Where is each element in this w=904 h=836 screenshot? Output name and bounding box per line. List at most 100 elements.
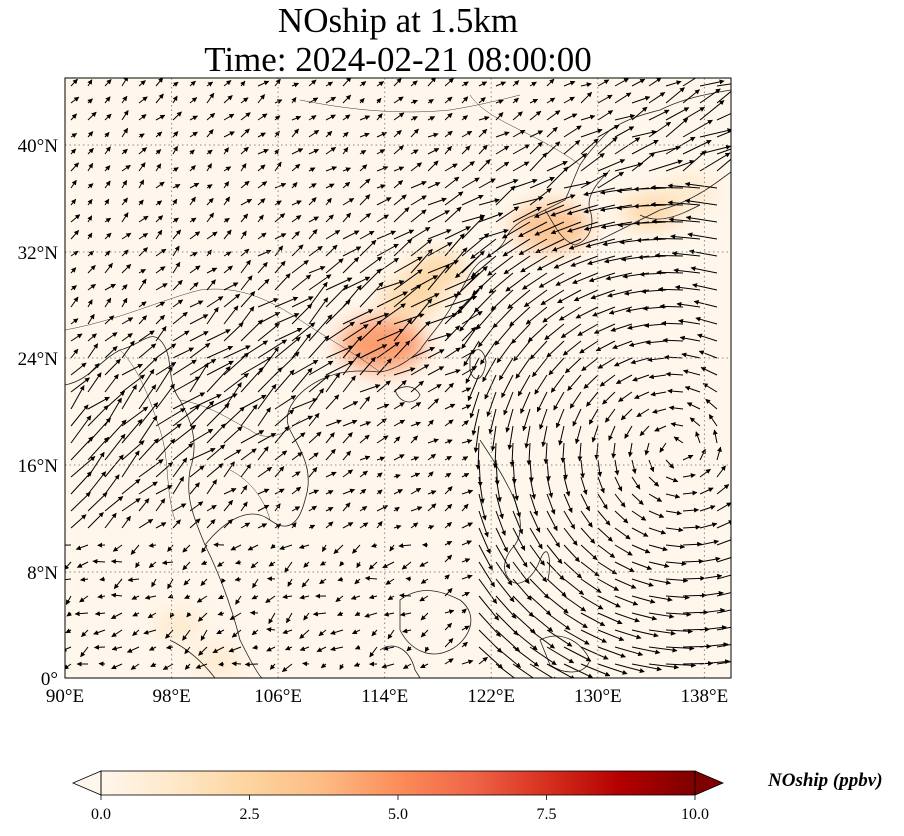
wind-arrow [342,257,360,274]
wind-arrow [155,498,166,512]
wind-arrow [495,131,510,138]
wind-arrow [257,504,270,512]
wind-arrow [274,200,282,206]
map-title: NOship at 1.5km [277,1,519,40]
wind-arrow [410,293,440,308]
lat-tick-label: 40°N [18,136,59,157]
wind-arrow [410,99,418,105]
wind-arrow [359,488,367,495]
wind-arrow [461,96,469,104]
wind-arrow [206,504,217,512]
wind-arrow [206,267,218,274]
wind-arrow [614,113,636,121]
wind-arrow [308,431,322,444]
wind-arrow [172,261,181,274]
wind-arrow [393,269,423,291]
wind-arrow [689,417,701,427]
wind-arrow [155,365,173,393]
wind-arrow [342,230,360,240]
wind-arrow [665,80,682,87]
colorbar-bar [101,771,695,795]
wind-arrow [240,213,249,223]
wind-arrow [342,147,349,155]
wind-arrow [121,212,129,223]
wind-arrow [545,459,551,482]
wind-arrow [87,98,93,104]
wind-arrow [478,128,488,138]
wind-arrow [70,78,78,87]
wind-arrow [325,471,337,478]
wind-arrow [206,112,216,121]
wind-arrow [614,493,626,508]
wind-arrow [410,195,427,206]
wind-arrow [223,196,231,206]
wind-arrow [444,176,460,189]
lat-tick-labels: 0° 8°N 16°N 24°N 32°N 40°N [18,136,59,690]
lon-tick-label: 106°E [254,686,302,707]
wind-arrow [444,276,477,291]
wind-arrow [87,162,94,172]
wind-arrow [104,315,115,325]
wind-arrow [444,130,453,138]
wind-arrow [223,373,249,393]
wind-arrow [541,425,548,448]
wind-arrow [240,198,253,206]
wind-arrow [612,340,633,350]
wind-arrow [639,425,650,437]
wind-arrow [274,245,284,257]
wind-arrow [631,78,646,87]
wind-arrow [291,182,298,189]
wind-arrow [568,238,599,250]
wind-arrow [522,408,531,432]
wind-arrow [461,284,484,308]
wind-arrow [359,149,367,155]
wind-arrow [461,81,469,87]
wind-arrow [614,137,641,155]
wind-arrow [393,402,405,410]
wind-arrow [104,262,113,274]
wind-arrow [206,81,214,87]
wind-arrow [121,179,128,189]
wind-arrow [486,391,497,417]
wind-arrow [631,129,657,138]
wind-arrow [427,229,452,240]
wind-arrow [569,391,582,409]
wind-arrow [597,357,616,369]
wind-arrow [257,249,272,257]
wind-arrow [308,79,317,87]
wind-arrow [682,106,705,121]
wind-arrow [461,161,475,172]
wind-arrow [240,306,255,325]
wind-arrow [665,371,684,377]
wind-arrow [155,181,165,189]
wind-arrow [594,442,600,461]
wind-arrow [291,471,301,478]
wind-arrow [138,330,155,342]
wind-arrow [104,198,110,206]
wind-arrow [376,230,397,240]
wind-arrow [495,179,519,189]
wind-arrow [427,160,439,172]
wind-arrow [376,489,383,495]
wind-arrow [469,391,480,419]
wind-arrow [70,456,96,478]
wind-arrow [206,463,224,478]
wind-arrow [342,309,374,325]
wind-arrow [611,442,617,459]
wind-arrow [189,282,199,291]
wind-arrow [291,398,318,410]
wind-arrow [257,113,268,121]
wind-arrow [478,144,488,155]
wind-arrow [359,256,383,274]
wind-arrow [70,162,80,172]
wind-arrow [376,341,400,359]
wind-arrow [444,455,452,461]
wind-arrow [512,493,521,518]
wind-arrow [223,181,230,189]
wind-arrow [155,361,177,376]
wind-arrow [494,323,514,346]
wind-arrow [461,472,470,478]
wind-arrow [325,146,337,155]
wind-arrow [587,255,616,266]
wind-arrow [562,459,568,480]
